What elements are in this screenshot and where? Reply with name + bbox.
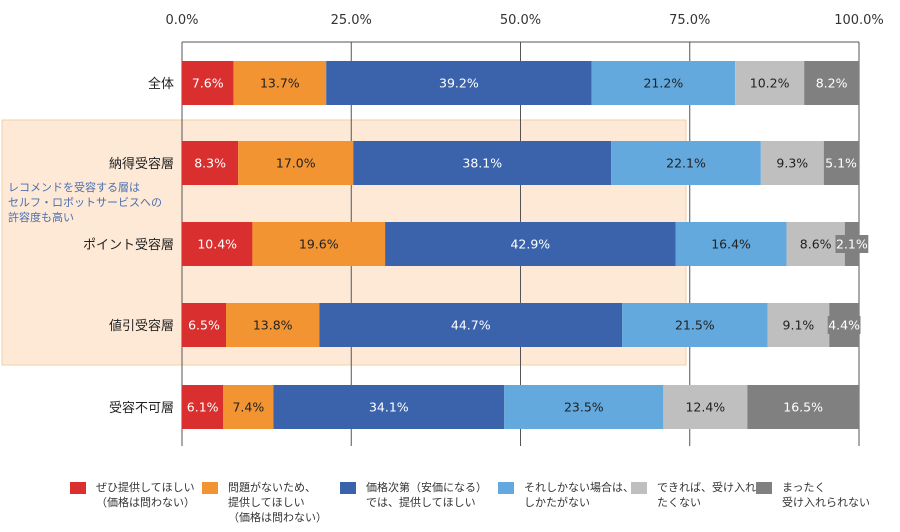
x-tick-label: 50.0% bbox=[500, 13, 541, 28]
legend-swatch bbox=[340, 482, 356, 494]
bar-segment bbox=[504, 385, 664, 429]
bar-segment bbox=[760, 141, 824, 185]
bar-segment bbox=[786, 222, 845, 266]
data-label: 34.1% bbox=[369, 400, 409, 415]
legend-item: 問題がないため、 提供してほしい （価格は問わない） bbox=[202, 480, 327, 525]
bar-segment bbox=[767, 303, 830, 347]
bar-segment bbox=[252, 222, 386, 266]
bar-segment bbox=[226, 303, 320, 347]
data-label: 22.1% bbox=[666, 156, 706, 171]
data-label: 10.2% bbox=[750, 76, 790, 91]
data-label: 8.3% bbox=[194, 156, 226, 171]
legend-swatch bbox=[631, 482, 647, 494]
bar-segment bbox=[385, 222, 676, 266]
data-label: 13.8% bbox=[253, 318, 293, 333]
legend-swatch bbox=[202, 482, 218, 494]
bar-segment bbox=[823, 141, 859, 185]
category-label: 納得受容層 bbox=[109, 156, 174, 172]
bar-segment bbox=[273, 385, 505, 429]
category-label: ポイント受容層 bbox=[83, 237, 174, 253]
legend-swatch bbox=[70, 482, 86, 494]
data-label: 7.6% bbox=[192, 76, 224, 91]
data-label: 21.2% bbox=[643, 76, 683, 91]
data-label: 44.7% bbox=[451, 318, 491, 333]
data-label: 42.9% bbox=[510, 237, 550, 252]
bar-segment bbox=[675, 222, 787, 266]
data-label: 6.5% bbox=[188, 318, 220, 333]
data-label-bg bbox=[835, 235, 869, 253]
category-label: 受容不可層 bbox=[109, 400, 174, 416]
data-label: 6.1% bbox=[187, 400, 219, 415]
highlight-note: レコメンドを受容する層は セルフ・ロボットサービスへの 許容度も高い bbox=[8, 181, 162, 224]
category-label: 全体 bbox=[148, 76, 174, 92]
data-label: 2.1% bbox=[836, 237, 868, 252]
bar-segment bbox=[319, 303, 623, 347]
x-tick-label: 25.0% bbox=[331, 13, 372, 28]
stacked-bar-chart: 0.0% 25.0% 50.0% 75.0% 100.0% 全体 7.6% 13.7% 39.2… bbox=[1, 13, 884, 446]
bar-segment bbox=[591, 61, 736, 105]
data-label: 39.2% bbox=[439, 76, 479, 91]
legend-item: 価格次第（安価になる） では、提供してほしい bbox=[340, 480, 487, 510]
data-label: 8.6% bbox=[800, 237, 832, 252]
data-label: 16.4% bbox=[711, 237, 751, 252]
x-tick-label: 100.0% bbox=[834, 13, 884, 28]
legend-label: 価格次第（安価になる） では、提供してほしい bbox=[366, 481, 487, 509]
data-label: 23.5% bbox=[564, 400, 604, 415]
data-label-bg bbox=[827, 316, 861, 334]
data-label: 9.3% bbox=[776, 156, 808, 171]
bar-segment bbox=[238, 141, 354, 185]
bar-segment bbox=[182, 61, 234, 105]
bar-segment bbox=[353, 141, 612, 185]
bar-segment bbox=[182, 303, 227, 347]
bar-segment bbox=[663, 385, 748, 429]
legend-label: まったく 受け入れられない bbox=[782, 481, 870, 509]
legend-label: できれば、受け入れ たくない bbox=[657, 481, 756, 509]
bar-segment bbox=[735, 61, 805, 105]
data-label: 21.5% bbox=[675, 318, 715, 333]
data-label: 19.6% bbox=[299, 237, 339, 252]
bar-segment bbox=[182, 385, 224, 429]
data-label: 8.2% bbox=[816, 76, 848, 91]
bar-segment bbox=[182, 222, 253, 266]
legend-item: ぜひ提供してほしい （価格は問わない） bbox=[70, 480, 195, 510]
data-label: 12.4% bbox=[685, 400, 725, 415]
bar-segment bbox=[804, 61, 859, 105]
legend-label: それしかない場合は、 しかたがない bbox=[524, 481, 634, 509]
data-label: 4.4% bbox=[828, 318, 860, 333]
x-tick-label: 0.0% bbox=[165, 13, 198, 28]
data-label: 38.1% bbox=[462, 156, 502, 171]
legend-label: ぜひ提供してほしい （価格は問わない） bbox=[96, 481, 195, 509]
data-label: 5.1% bbox=[825, 156, 857, 171]
bar-segment bbox=[223, 385, 274, 429]
bar-segment bbox=[182, 141, 239, 185]
bar-segment bbox=[611, 141, 761, 185]
data-label: 13.7% bbox=[260, 76, 300, 91]
data-label: 9.1% bbox=[783, 318, 815, 333]
legend-item: それしかない場合は、 しかたがない bbox=[498, 480, 634, 510]
x-tick-label: 75.0% bbox=[669, 13, 710, 28]
legend-swatch bbox=[756, 482, 772, 494]
legend-label: 問題がないため、 提供してほしい （価格は問わない） bbox=[228, 481, 327, 524]
bar-segment bbox=[326, 61, 592, 105]
legend-item: まったく 受け入れられない bbox=[756, 480, 870, 510]
data-label: 17.0% bbox=[276, 156, 316, 171]
legend: ぜひ提供してほしい （価格は問わない） 問題がないため、 提供してほしい （価格は… bbox=[70, 480, 900, 530]
data-label: 7.4% bbox=[232, 400, 264, 415]
data-label: 10.4% bbox=[197, 237, 237, 252]
legend-item: できれば、受け入れ たくない bbox=[631, 480, 756, 510]
category-label: 値引受容層 bbox=[109, 318, 174, 334]
legend-swatch bbox=[498, 482, 514, 494]
data-label: 16.5% bbox=[783, 400, 823, 415]
bar-segment bbox=[233, 61, 327, 105]
bar-segment bbox=[622, 303, 768, 347]
bar-segment bbox=[747, 385, 859, 429]
